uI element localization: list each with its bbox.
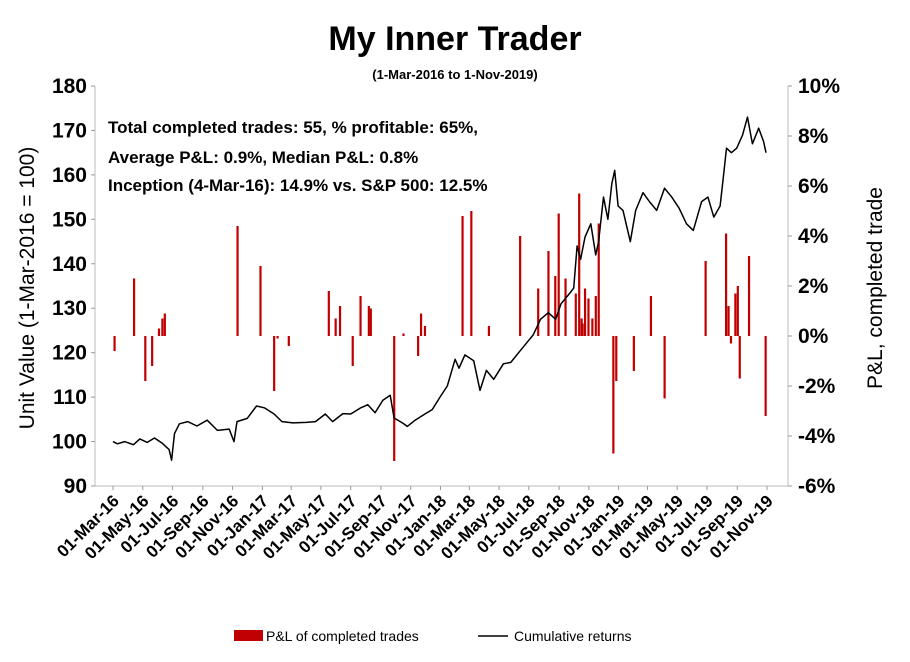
pnl-bar — [367, 306, 370, 336]
pnl-bar — [461, 216, 464, 336]
pnl-bar — [594, 296, 597, 336]
pnl-bar — [729, 336, 733, 344]
pnl-bar — [163, 313, 166, 336]
cumulative-returns-line — [112, 116, 767, 461]
y-right-tick-label: 10% — [798, 75, 840, 98]
pnl-bar — [649, 296, 653, 336]
pnl-bar — [587, 298, 590, 336]
y-left-tick-label: 180 — [52, 75, 87, 98]
pnl-bar — [581, 323, 584, 336]
legend-label-cumulative: Cumulative returns — [514, 628, 632, 644]
y-left-tick-label: 100 — [52, 431, 87, 454]
pnl-bar — [554, 276, 557, 336]
bar-series — [113, 193, 767, 461]
pnl-bar — [727, 306, 730, 336]
y-left-tick-label: 170 — [52, 119, 87, 142]
pnl-bar — [612, 336, 615, 454]
pnl-bar — [736, 286, 739, 336]
pnl-bar — [519, 236, 522, 336]
pnl-bar — [276, 336, 279, 339]
pnl-bar — [423, 326, 427, 336]
pnl-bar — [557, 213, 560, 336]
y-left-tick-label: 140 — [52, 253, 87, 276]
pnl-bar — [574, 293, 577, 336]
pnl-bar — [734, 293, 737, 336]
y-left-tick-label: 90 — [64, 475, 87, 498]
pnl-bar — [359, 296, 362, 336]
pnl-bar — [632, 336, 635, 371]
pnl-bar — [113, 336, 116, 351]
annotation-block: Total completed trades: 55, % profitable… — [108, 118, 488, 195]
y-right-tick-label: 0% — [798, 325, 829, 348]
annotation-line-2: Average P&L: 0.9%, Median P&L: 0.8% — [108, 148, 418, 167]
pnl-bar — [487, 326, 491, 336]
pnl-bar — [132, 278, 136, 336]
pnl-bar — [564, 278, 567, 336]
pnl-bar — [369, 308, 372, 336]
y-left-tick-label: 110 — [53, 386, 87, 409]
pnl-bar — [273, 336, 276, 391]
annotation-line-1: Total completed trades: 55, % profitable… — [108, 118, 478, 137]
pnl-bar — [334, 318, 337, 336]
pnl-bar — [764, 336, 767, 416]
pnl-bar — [747, 256, 751, 336]
pnl-bar — [663, 336, 666, 399]
pnl-bar — [259, 266, 262, 336]
pnl-bar — [157, 328, 161, 336]
y-right-tick-label: 6% — [798, 175, 829, 198]
y-right-tick-label: -2% — [798, 375, 836, 398]
pnl-bar — [287, 336, 290, 346]
pnl-bar — [417, 336, 420, 356]
y-axis-left-title: Unit Value (1-Mar-2016 = 100) — [16, 147, 39, 430]
y-right-tick-label: 8% — [798, 125, 829, 148]
y-right-tick-label: -4% — [798, 425, 836, 448]
legend-swatch-pnl — [234, 630, 263, 641]
pnl-bar — [402, 333, 405, 336]
pnl-bar — [144, 336, 147, 381]
pnl-bar — [161, 318, 164, 336]
pnl-bar — [470, 211, 473, 336]
pnl-bar — [591, 318, 594, 336]
pnl-bar — [351, 336, 354, 366]
y-right-tick-label: 4% — [798, 225, 829, 248]
pnl-bar — [151, 336, 154, 366]
annotation-line-3: Inception (4-Mar-16): 14.9% vs. S&P 500:… — [108, 176, 488, 195]
y-axis-right-title: P&L, completed trade — [864, 187, 887, 389]
legend-label-pnl: P&L of completed trades — [266, 628, 419, 644]
y-left-tick-label: 150 — [52, 208, 87, 231]
line-series — [112, 116, 767, 461]
pnl-bar — [738, 336, 741, 379]
pnl-bar — [537, 288, 540, 336]
y-left-tick-label: 120 — [52, 342, 87, 365]
pnl-bar — [704, 261, 707, 336]
pnl-bar — [419, 313, 423, 336]
chart-subtitle: (1-Mar-2016 to 1-Nov-2019) — [372, 67, 537, 82]
pnl-bar — [393, 336, 396, 461]
pnl-bar — [236, 226, 239, 336]
pnl-bar — [583, 288, 587, 336]
y-right-tick-label: -6% — [798, 475, 836, 498]
pnl-bar — [725, 233, 728, 336]
pnl-bar — [597, 223, 600, 336]
legend: P&L of completed trades Cumulative retur… — [234, 628, 632, 644]
y-right-tick-label: 2% — [798, 275, 829, 298]
pnl-bar — [615, 336, 618, 381]
pnl-bar — [578, 193, 581, 336]
y-left-tick-label: 160 — [52, 164, 87, 187]
axes — [94, 86, 789, 487]
pnl-bar — [338, 306, 342, 336]
pnl-bar — [547, 251, 550, 336]
chart-title: My Inner Trader — [328, 20, 581, 58]
pnl-bar — [327, 291, 330, 336]
y-left-tick-label: 130 — [52, 297, 87, 320]
